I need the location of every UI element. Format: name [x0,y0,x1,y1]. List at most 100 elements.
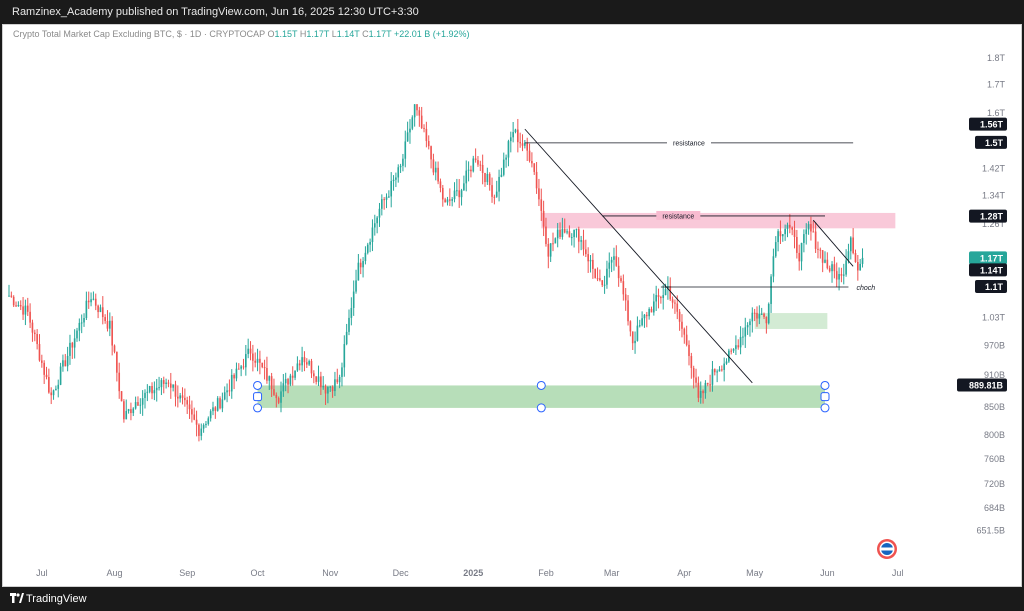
candle-body-47 [118,372,121,392]
y-tick-label-11: 850B [984,402,1005,412]
candle-body-264 [627,300,629,322]
candle-body-147 [352,291,355,308]
candle-body-332 [786,224,789,229]
candle-body-302 [716,371,718,373]
price-tag-label-5: 1.1T [985,282,1004,292]
candle-body-243 [577,229,580,242]
y-tick-label-5: 1.34T [982,190,1006,200]
candle-body-58 [144,392,146,399]
price-tag-label-0: 1.56T [980,120,1004,130]
zone-1 [541,212,896,229]
x-tick-label-1: Aug [107,568,123,578]
candle-body-133 [320,376,322,388]
price-tag-label-4: 1.14T [980,265,1004,275]
close-label: C [362,29,369,39]
candle-body-103 [249,348,252,354]
candle-body-289 [685,334,688,345]
price-tag-3 [969,251,1007,265]
candle-body-204 [486,173,489,183]
x-tick-label-11: Jun [820,568,835,578]
candle-body-169 [404,141,407,159]
x-tick-label-3: Oct [251,568,266,578]
candle-body-151 [362,261,364,268]
candle-body-59 [146,391,149,393]
candle-body-321 [760,313,763,315]
candle-body-81 [198,424,200,436]
candle-body-297 [704,382,707,394]
candle-body-99 [240,366,242,369]
candle-body-359 [849,237,852,252]
price-tag-label-1: 1.5T [985,138,1004,148]
candle-body-262 [622,281,625,295]
candle-body-223 [531,160,533,164]
candle-body-244 [580,240,582,242]
footer-brand[interactable]: TradingView [26,593,87,605]
candle-body-24 [64,360,67,367]
candle-body-25 [66,355,69,367]
candle-body-303 [718,369,721,372]
candle-body-162 [388,196,390,198]
candle-body-316 [749,321,751,326]
candle-body-187 [446,199,449,203]
candle-body-61 [151,386,153,394]
candle-body-308 [730,350,733,352]
candle-body-193 [460,190,463,198]
candle-body-278 [660,297,662,299]
open-value: 1.15T [274,29,298,39]
flag-icon [877,539,897,559]
x-tick-label-2: Sep [179,568,195,578]
candle-body-82 [200,428,203,436]
candle-body-43 [109,320,111,329]
candle-body-53 [132,408,135,414]
candle-body-173 [413,104,416,118]
y-tick-label-10: 910B [984,370,1005,380]
candle-body-324 [767,303,770,324]
candle-body-126 [303,357,306,363]
y-tick-label-1: 1.7T [987,80,1006,90]
candle-body-171 [409,128,411,133]
high-value: 1.17T [306,29,330,39]
candle-body-345 [817,248,819,250]
candle-body-39 [99,307,102,313]
candle-body-283 [671,299,674,303]
candle-body-347 [821,250,824,263]
x-tick-label-8: Mar [604,568,620,578]
candle-body-221 [526,142,529,151]
candle-body-42 [106,320,109,329]
publisher-text: Ramzinex_Academy published on TradingVie… [12,6,419,18]
candle-body-230 [547,243,550,257]
y-tick-label-9: 970B [984,340,1005,350]
candle-body-208 [495,191,498,197]
candle-body-326 [772,256,775,277]
candle-body-129 [310,360,313,374]
candle-body-121 [291,375,294,378]
candle-body-92 [223,392,226,400]
candle-body-18 [50,392,53,396]
candle-body-270 [641,318,643,326]
candle-body-286 [678,311,681,322]
candle-body-272 [645,314,648,317]
candle-body-10 [31,322,34,333]
candle-body-83 [202,425,205,429]
candle-body-294 [697,382,700,398]
y-tick-label-2: 1.6T [987,108,1006,118]
candle-body-117 [282,383,285,392]
candle-body-70 [172,384,174,388]
candle-body-219 [521,143,524,146]
candle-body-239 [568,231,571,238]
candle-body-320 [758,314,761,319]
candle-body-309 [732,348,735,351]
candle-body-200 [477,160,479,165]
candle-body-0 [8,295,10,297]
candle-body-211 [502,159,505,175]
candle-body-55 [137,402,139,406]
candle-body-44 [111,320,113,346]
candle-body-184 [439,181,442,188]
candle-body-138 [331,386,334,392]
high-label: H [299,29,307,39]
footer-bar: TradingView [0,587,1024,611]
candle-body-194 [463,183,465,191]
candle-body-148 [355,280,357,292]
candle-body-198 [472,158,475,172]
